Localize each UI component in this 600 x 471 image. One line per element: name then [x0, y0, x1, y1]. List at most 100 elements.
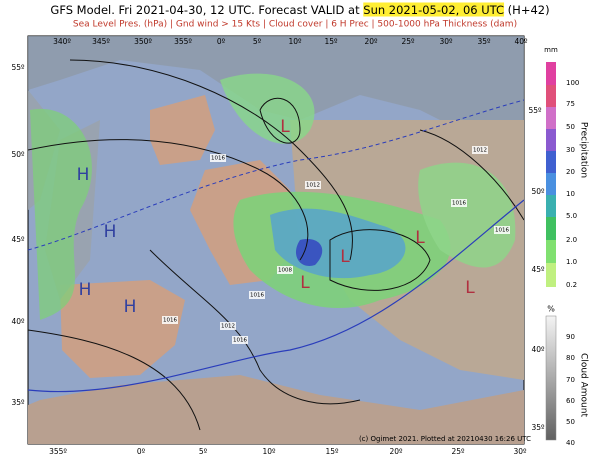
latitude-label: 55º — [11, 63, 25, 72]
longitude-label: 20º — [364, 37, 378, 46]
title-valid: Sun 2021-05-02, 06 UTC — [363, 3, 504, 17]
isobar-label-box — [277, 266, 293, 274]
latitude-label: 50º — [11, 150, 25, 159]
legend-label: 75 — [566, 100, 575, 108]
pressure-center: H — [124, 297, 137, 317]
longitude-label: 15º — [324, 37, 338, 46]
precip-north — [220, 73, 315, 144]
latitude-label: 45º — [11, 235, 25, 244]
map — [27, 35, 525, 445]
pressure-center: L — [340, 247, 350, 267]
isobar-label-box — [305, 181, 321, 189]
pressure-center: L — [465, 278, 475, 298]
land-africa — [28, 375, 524, 444]
isobar-label-box — [162, 316, 178, 324]
title: GFS Model. Fri 2021-04-30, 12 UTC. Forec… — [50, 3, 549, 17]
color-step — [546, 85, 556, 107]
longitude-label: 340º — [53, 37, 71, 46]
color-step — [546, 217, 556, 240]
isobar-label-box — [210, 154, 226, 162]
longitude-label: 0º — [217, 37, 226, 46]
latitude-label: 35º — [11, 398, 25, 407]
legend-label: 40 — [566, 439, 575, 447]
longitude-label: 345º — [92, 37, 110, 46]
color-step — [546, 129, 556, 151]
legend-label: 0.2 — [566, 281, 577, 289]
land-britain — [150, 95, 215, 165]
isobar-label: 1016 — [452, 201, 466, 207]
longitude-label: 30º — [439, 37, 453, 46]
longitude-label: 20º — [389, 447, 403, 456]
legend-label: 90 — [566, 333, 575, 341]
highlight — [363, 2, 505, 17]
legend-label: 50 — [566, 418, 575, 426]
legend-unit: % — [547, 305, 555, 314]
latitude-label: 40º — [11, 317, 25, 326]
latitude-label: 35º — [531, 423, 545, 432]
pressure-center: H — [79, 280, 92, 300]
legend-label: 1.0 — [566, 258, 577, 266]
latitude-label: 45º — [531, 265, 545, 274]
legend-label: 2.0 — [566, 236, 577, 244]
isobar-label-box — [451, 199, 467, 207]
legend-label: 10 — [566, 190, 575, 198]
legend-label: 5.0 — [566, 212, 577, 220]
legend-title: Cloud Amount — [579, 353, 589, 417]
isobar-label: 1016 — [495, 228, 509, 234]
longitude-label: 355º — [49, 447, 67, 456]
labels: 340º 345º 350º 355º 0º 5º 10º 15º 20º 25º 30º 35º 40… — [11, 37, 588, 456]
color-step — [546, 107, 556, 129]
pressure-center: H — [77, 165, 90, 185]
latitude-label: 55º — [528, 106, 542, 115]
pressure-center: L — [415, 228, 425, 248]
legend-label: 30 — [566, 146, 575, 154]
longitude-label: 15º — [325, 447, 339, 456]
longitude-label: 25º — [451, 447, 465, 456]
longitude-label: 355º — [174, 37, 192, 46]
latitude-label: 40º — [531, 345, 545, 354]
pressure-center: L — [300, 273, 310, 293]
isobar-label-box — [472, 146, 488, 154]
isobar-label-box — [494, 226, 510, 234]
color-step — [546, 195, 556, 217]
longitude-label: 30º — [513, 447, 527, 456]
color-step — [546, 151, 556, 173]
isobar-label: 1016 — [250, 293, 264, 299]
isobar-label-box — [220, 322, 236, 330]
isobar-label-box — [249, 291, 265, 299]
land-iberia — [60, 280, 185, 378]
precip-max — [295, 239, 323, 266]
longitude-label: 35º — [477, 37, 491, 46]
color-step — [546, 263, 556, 287]
isobar-label: 1012 — [306, 183, 320, 189]
legend-label: 100 — [566, 79, 579, 87]
precip-east — [418, 162, 516, 268]
credit: (c) Ogimet 2021. Plotted at 20210430 16:… — [359, 435, 531, 443]
subtitle: Sea Level Pres. (hPa) | Gnd wind > 15 Kt… — [73, 20, 517, 30]
cloud-colorbar — [545, 315, 557, 441]
pressure-center: L — [280, 117, 290, 137]
precip-atlantic — [30, 108, 92, 321]
isobars — [27, 59, 525, 431]
legend-title: Precipitation — [579, 122, 589, 178]
thickness-line — [27, 199, 525, 393]
longitude-label: 5º — [253, 37, 262, 46]
pressure-center: H — [104, 222, 117, 242]
longitude-label: 25º — [401, 37, 415, 46]
latitude-label: 50º — [531, 187, 545, 196]
legend-label: 50 — [566, 123, 575, 131]
isobar-label: 1016 — [233, 338, 247, 344]
color-step — [546, 240, 556, 263]
isobar-label: 1016 — [211, 156, 225, 162]
legend-label: 70 — [566, 376, 575, 384]
isobar-label: 1012 — [221, 324, 235, 330]
color-step — [546, 62, 556, 85]
longitude-label: 10º — [288, 37, 302, 46]
legend-label: 80 — [566, 354, 575, 362]
legend-unit: mm — [544, 46, 558, 54]
isobar-label: 1008 — [278, 268, 292, 274]
isobar-label-box — [232, 336, 248, 344]
color-step — [546, 173, 556, 195]
longitude-label: 0º — [137, 447, 146, 456]
